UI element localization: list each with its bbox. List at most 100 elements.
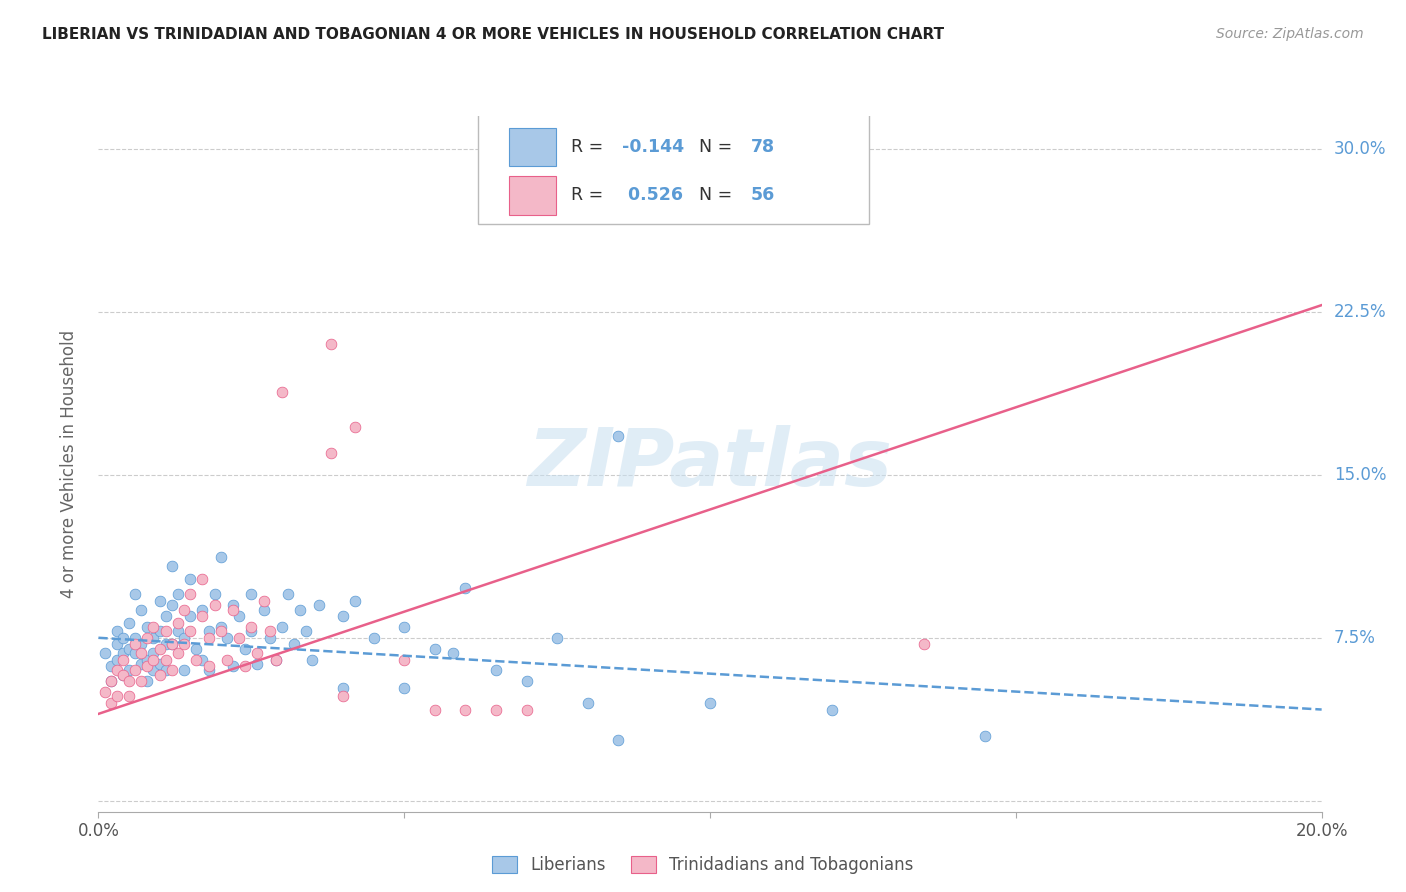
Text: Source: ZipAtlas.com: Source: ZipAtlas.com [1216, 27, 1364, 41]
Point [228, 609, 250, 624]
Point [233, 641, 256, 656]
Point [197, 659, 219, 673]
Point [129, 646, 152, 660]
Point [332, 681, 354, 695]
Point [173, 631, 195, 645]
Point [197, 664, 219, 678]
Point [136, 620, 159, 634]
FancyBboxPatch shape [478, 112, 869, 224]
Point [974, 729, 997, 743]
Point [485, 664, 508, 678]
Point [240, 620, 263, 634]
Point [516, 702, 538, 716]
Point [209, 620, 232, 634]
Point [576, 696, 599, 710]
Point [332, 609, 354, 624]
Point [124, 587, 146, 601]
Point [155, 664, 177, 678]
Point [129, 637, 152, 651]
Point [179, 609, 201, 624]
Point [155, 637, 177, 651]
Point [392, 652, 416, 666]
Point [136, 674, 159, 689]
Point [142, 652, 165, 666]
Point [167, 615, 190, 630]
Text: N =: N = [699, 186, 738, 204]
Point [264, 652, 287, 666]
Point [136, 652, 159, 666]
Point [111, 631, 134, 645]
Point [111, 646, 134, 660]
Point [160, 637, 183, 651]
Point [129, 602, 152, 616]
Point [173, 602, 195, 616]
Point [246, 646, 269, 660]
Point [283, 637, 305, 651]
Point [155, 624, 177, 639]
Point [699, 696, 721, 710]
Point [191, 602, 214, 616]
Point [186, 652, 208, 666]
Text: N =: N = [699, 137, 738, 156]
Point [363, 631, 385, 645]
Point [344, 594, 367, 608]
Point [332, 690, 354, 704]
Point [118, 690, 141, 704]
Point [191, 652, 214, 666]
Point [209, 624, 232, 639]
Y-axis label: 4 or more Vehicles in Household: 4 or more Vehicles in Household [59, 330, 77, 598]
Point [160, 664, 183, 678]
Point [100, 674, 122, 689]
Point [607, 428, 630, 442]
Point [136, 659, 159, 673]
Point [167, 624, 190, 639]
Point [93, 685, 115, 699]
Point [912, 637, 935, 651]
Point [264, 652, 287, 666]
FancyBboxPatch shape [509, 177, 555, 215]
Point [149, 667, 172, 681]
Point [240, 624, 263, 639]
Point [197, 624, 219, 639]
Point [167, 646, 190, 660]
Point [142, 631, 165, 645]
Point [111, 667, 134, 681]
Point [149, 624, 172, 639]
Point [454, 581, 477, 595]
Point [155, 652, 177, 666]
Point [173, 664, 195, 678]
Point [222, 598, 245, 612]
Point [100, 696, 122, 710]
Point [441, 646, 464, 660]
Point [454, 702, 477, 716]
Point [270, 385, 292, 400]
Point [191, 609, 214, 624]
Point [228, 631, 250, 645]
Point [129, 674, 152, 689]
Point [270, 620, 292, 634]
Point [105, 652, 128, 666]
Point [124, 631, 146, 645]
Point [215, 631, 238, 645]
FancyBboxPatch shape [509, 128, 555, 166]
Point [124, 646, 146, 660]
Text: 7.5%: 7.5% [1334, 629, 1375, 647]
Text: -0.144: -0.144 [621, 137, 685, 156]
Point [295, 624, 318, 639]
Point [118, 641, 141, 656]
Point [290, 602, 312, 616]
Point [136, 631, 159, 645]
Point [149, 594, 172, 608]
Point [179, 587, 201, 601]
Point [129, 657, 152, 671]
Text: R =: R = [571, 186, 609, 204]
Point [240, 587, 263, 601]
Point [105, 624, 128, 639]
Text: 78: 78 [751, 137, 775, 156]
Point [160, 559, 183, 574]
Text: 30.0%: 30.0% [1334, 139, 1386, 158]
Point [111, 667, 134, 681]
Point [821, 702, 844, 716]
Text: 22.5%: 22.5% [1334, 302, 1386, 320]
Point [423, 641, 446, 656]
